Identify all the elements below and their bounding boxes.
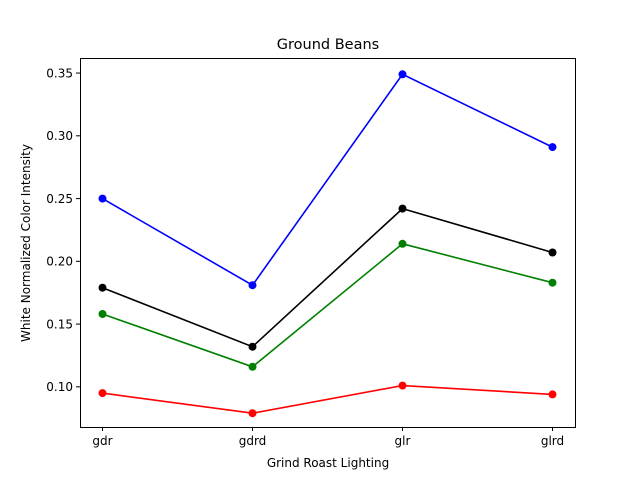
data-point	[548, 390, 557, 399]
chart-title: Ground Beans	[277, 37, 379, 53]
series-line	[102, 207, 553, 348]
x-tick-label: gdrd	[239, 434, 267, 448]
series-line	[102, 242, 553, 368]
y-tick-label: 0.20	[46, 255, 73, 269]
data-point	[248, 281, 257, 290]
data-point	[248, 409, 257, 418]
data-point	[548, 143, 557, 152]
x-axis-label: Grind Roast Lighting	[267, 456, 389, 470]
x-tick-label: gdr	[92, 434, 112, 448]
y-tick-label: 0.30	[46, 129, 73, 143]
data-point	[98, 283, 107, 292]
data-point	[398, 239, 407, 248]
series-1	[98, 204, 557, 351]
series-3	[98, 381, 557, 418]
series-2	[98, 239, 557, 371]
y-axis: 0.10 0.15 0.20 0.25 0.30 0.35	[46, 66, 80, 394]
plot-frame	[80, 58, 576, 428]
data-point	[98, 389, 107, 398]
series-line	[102, 384, 553, 415]
series-0	[98, 70, 557, 290]
data-point	[98, 310, 107, 318]
data-point	[98, 194, 107, 203]
data-point	[248, 362, 257, 371]
x-axis: gdr gdrd glr glrd	[92, 427, 564, 448]
series-line	[102, 73, 553, 287]
y-tick-label: 0.35	[46, 66, 73, 80]
x-tick-label: glr	[395, 434, 411, 448]
x-tick-label: glrd	[541, 434, 564, 448]
y-axis-label: White Normalized Color Intensity	[19, 144, 33, 342]
data-point	[398, 381, 407, 390]
plot-content	[98, 70, 557, 418]
data-point	[398, 204, 407, 213]
data-point	[248, 342, 257, 351]
y-tick-label: 0.10	[46, 380, 73, 394]
data-point	[548, 248, 557, 257]
y-tick-label: 0.15	[46, 317, 73, 331]
y-tick-label: 0.25	[46, 192, 73, 206]
data-point	[548, 278, 557, 287]
data-point	[398, 70, 407, 79]
